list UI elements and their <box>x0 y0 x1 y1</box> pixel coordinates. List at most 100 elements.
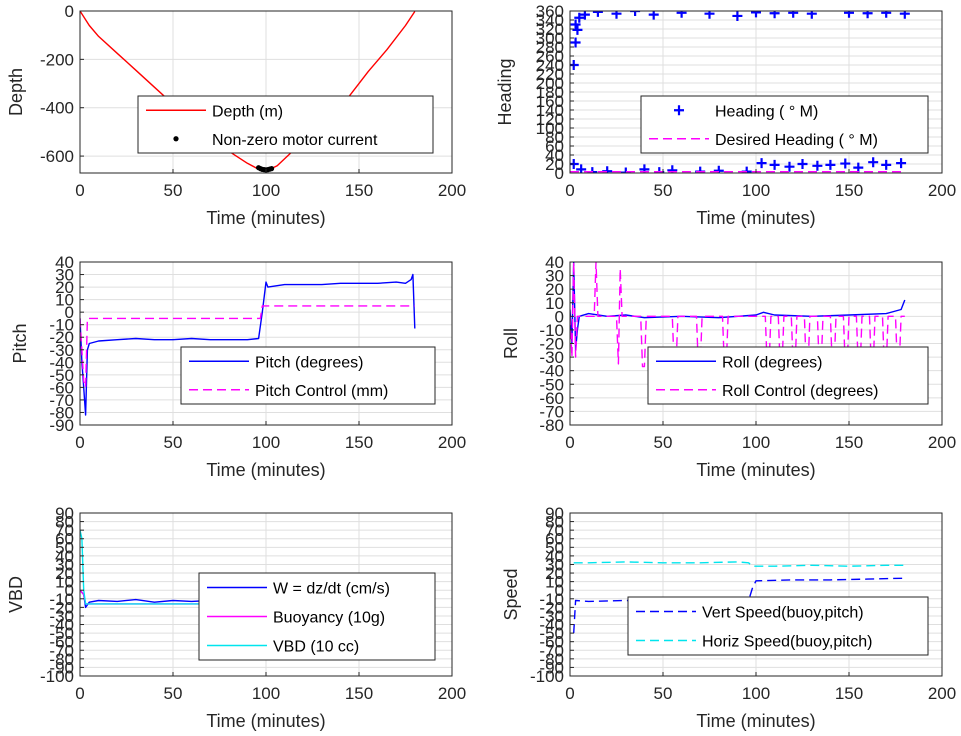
y-tick-label: 80 <box>545 513 564 532</box>
y-tick-label: 20 <box>545 155 564 174</box>
y-tick-label: 220 <box>536 65 564 84</box>
legend-label: Pitch (degrees) <box>255 354 364 371</box>
y-tick-label: 20 <box>55 278 74 297</box>
series-2-marker <box>268 166 275 172</box>
y-tick-label: -40 <box>539 362 564 381</box>
x-tick-label: 50 <box>654 181 673 200</box>
y-tick-label: 70 <box>545 521 564 540</box>
legend: Roll (degrees) Roll Control (degrees) <box>647 346 929 405</box>
x-tick-label: 200 <box>438 181 466 200</box>
y-tick-label: 40 <box>545 547 564 566</box>
y-tick-label: 10 <box>55 291 74 310</box>
x-tick-label: 200 <box>438 684 466 703</box>
y-tick-label: 300 <box>536 29 564 48</box>
y-tick-label: 20 <box>55 564 74 583</box>
x-tick-label: 0 <box>75 684 84 703</box>
y-tick-label: -70 <box>49 391 74 410</box>
series-1-marker <box>881 159 892 170</box>
y-tick-label: -40 <box>49 616 74 635</box>
y-tick-label: 160 <box>536 92 564 111</box>
chart-2: 0 50 100 150 2000204060801001201401601802002… <box>495 2 956 228</box>
y-tick-label: -80 <box>539 416 564 435</box>
series-1-line <box>80 273 416 416</box>
y-tick-label: -20 <box>539 335 564 354</box>
legend-box <box>180 346 436 405</box>
chart-6: 0 50 100 150 2009080706050403020100-10-20-30… <box>501 504 956 731</box>
y-tick-label: 30 <box>55 266 74 285</box>
y-tick-label: -20 <box>49 328 74 347</box>
y-tick-label: -60 <box>49 378 74 397</box>
y-tick-label: 40 <box>55 547 74 566</box>
y-tick-label: -80 <box>49 403 74 422</box>
y-tick-label: -100 <box>40 667 74 686</box>
x-axis-label: Time (minutes) <box>696 711 815 731</box>
series-1-marker <box>756 158 767 169</box>
series-1-marker <box>797 159 808 169</box>
y-tick-label: 340 <box>536 11 564 30</box>
y-tick-label: 240 <box>536 56 564 75</box>
x-tick-label: 100 <box>742 684 770 703</box>
legend-label: W = dz/dt (cm/s) <box>273 581 390 598</box>
legend: Pitch (degrees) Pitch Control (mm) <box>180 346 436 405</box>
series-1-marker <box>881 11 892 18</box>
legend-label: Roll (degrees) <box>722 354 822 371</box>
legend-box <box>627 596 929 656</box>
x-tick-label: 50 <box>654 433 673 452</box>
series-group <box>80 273 416 416</box>
series-2-line <box>570 262 905 368</box>
series-1-marker <box>570 37 581 48</box>
x-tick-label: 50 <box>164 181 183 200</box>
y-tick-label: -10 <box>539 590 564 609</box>
x-axis-label: Time (minutes) <box>206 460 325 480</box>
chart-1: 0 50 100 150 200 0 -200 -400 -600 Time (minutes) D… <box>6 2 466 228</box>
series-1-marker <box>868 157 879 168</box>
series-1-marker <box>713 165 724 173</box>
y-tick-label: -60 <box>539 389 564 408</box>
x-axis-label: Time (minutes) <box>696 208 815 228</box>
legend-label: Roll Control (degrees) <box>722 383 879 400</box>
series-2-line <box>80 305 415 389</box>
y-tick-label: -30 <box>49 341 74 360</box>
series-2-line <box>573 561 905 567</box>
legend-label: Horiz Speed(buoy,pitch) <box>702 634 872 651</box>
series-1-marker <box>676 11 687 18</box>
chart-3: 0 50 100 150 200403020100-10-20-30-40-50-60-… <box>10 253 466 480</box>
y-tick-label: -100 <box>530 667 564 686</box>
x-tick-label: 0 <box>75 433 84 452</box>
y-tick-label: 200 <box>536 74 564 93</box>
y-tick-label: 80 <box>55 513 74 532</box>
series-1-marker <box>862 11 873 19</box>
x-axis-label: Time (minutes) <box>696 460 815 480</box>
y-tick-label: 360 <box>536 2 564 21</box>
series-1-marker <box>840 158 851 169</box>
series-group <box>80 11 416 173</box>
x-tick-label: 50 <box>164 433 183 452</box>
y-tick-label: -30 <box>539 348 564 367</box>
series-1-marker <box>896 158 907 169</box>
series-1-marker <box>751 11 761 18</box>
y-tick-label: -20 <box>49 598 74 617</box>
y-tick-label: 320 <box>536 20 564 39</box>
series-1-marker <box>844 11 854 18</box>
x-tick-label: 50 <box>654 684 673 703</box>
series-1-marker <box>574 12 585 23</box>
y-tick-label: 280 <box>536 38 564 57</box>
x-tick-label: 100 <box>742 181 770 200</box>
legend-label: VBD (10 cc) <box>273 639 359 656</box>
y-tick-label: -600 <box>40 147 74 166</box>
x-tick-label: 0 <box>565 684 574 703</box>
y-tick-label: 50 <box>545 538 564 557</box>
series-1-marker <box>812 160 823 171</box>
x-axis-label: Time (minutes) <box>206 711 325 731</box>
y-tick-label: 40 <box>55 253 74 272</box>
legend-box <box>137 95 434 154</box>
y-tick-label: 10 <box>55 573 74 592</box>
y-tick-label: 0 <box>555 164 564 183</box>
series-1-marker <box>592 11 603 17</box>
y-tick-label: -80 <box>539 650 564 669</box>
legend-box <box>640 95 929 154</box>
x-tick-label: 200 <box>928 684 956 703</box>
chart-4: 0 50 100 150 200403020100-10-20-30-40-50-60-… <box>501 253 956 480</box>
y-tick-label: 50 <box>55 538 74 557</box>
series-1-marker <box>806 11 817 19</box>
